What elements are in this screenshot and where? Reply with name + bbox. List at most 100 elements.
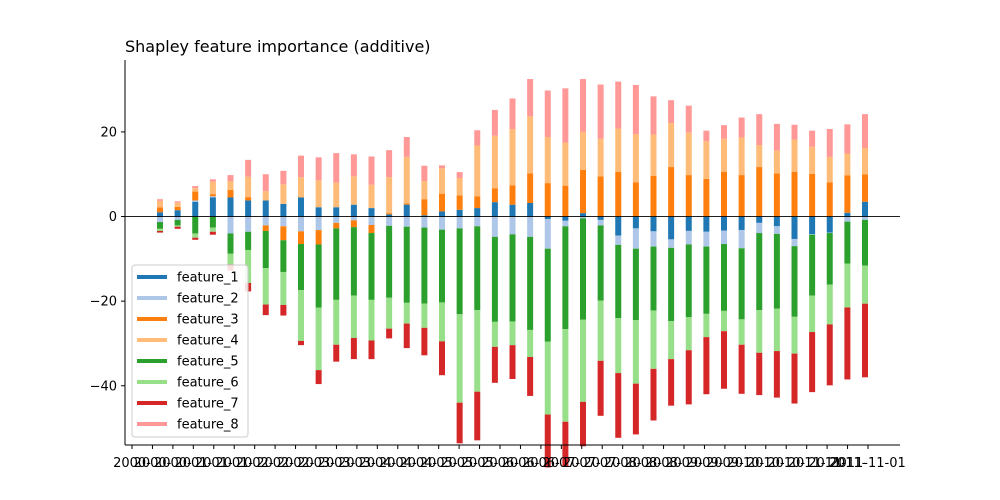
x-tick-label: 2008-: [624, 456, 662, 471]
x-tick-label: 2011-: [808, 456, 846, 471]
bar-feature_6-22: [544, 341, 551, 415]
bar-feature_2-3: [209, 196, 216, 198]
x-tick-label: 2000-: [113, 456, 151, 471]
bar-feature_7-6: [262, 304, 269, 316]
bar-feature_2-39: [844, 216, 851, 222]
bar-feature_3-17: [456, 195, 463, 210]
x-tick-label: 2002-: [256, 456, 294, 471]
x-tick-label: 2009-: [665, 456, 703, 471]
x-tick-label: 2011-: [788, 456, 826, 471]
x-tick-label: 2007-: [583, 456, 621, 471]
bar-feature_4-22: [544, 137, 551, 184]
legend-label-feature_5: feature_5: [177, 355, 239, 370]
x-tick-label: 2008-: [604, 456, 642, 471]
bar-feature_7-29: [668, 359, 675, 406]
bar-feature_5-28: [650, 246, 657, 311]
bar-feature_1-3: [209, 197, 216, 217]
bar-feature_5-10: [333, 228, 340, 300]
bar-feature_5-6: [262, 230, 269, 269]
bar-feature_4-19: [491, 135, 498, 189]
legend-label-feature_6: feature_6: [177, 376, 239, 391]
bar-feature_2-26: [615, 235, 622, 245]
x-tick-label: 2011-: [829, 456, 867, 471]
bar-feature_2-14: [403, 216, 410, 227]
x-tick-label: 2008-: [645, 456, 683, 471]
x-tick-label: 2001-: [195, 456, 233, 471]
bar-feature_1-17: [456, 209, 463, 217]
bar-feature_3-30: [685, 175, 692, 217]
bar-feature_6-23: [562, 329, 569, 422]
bar-feature_6-8: [298, 290, 304, 341]
bar-feature_3-21: [527, 173, 534, 203]
bar-feature_8-19: [491, 109, 498, 136]
bar-feature_3-11: [350, 220, 357, 228]
bar-feature_1-27: [632, 216, 639, 229]
bar-feature_3-1: [174, 206, 181, 211]
bar-feature_5-13: [386, 225, 393, 298]
bar-feature_5-14: [403, 226, 410, 303]
bar-feature_5-4: [227, 233, 234, 254]
bar-feature_4-9: [315, 180, 322, 208]
bar-feature_6-33: [738, 319, 745, 345]
bar-feature_5-18: [474, 226, 481, 311]
bar-feature_2-40: [862, 216, 868, 220]
bar-feature_3-32: [721, 171, 727, 217]
bar-feature_3-40: [862, 174, 868, 202]
x-tick-label: 2003-: [338, 456, 376, 471]
bar-feature_5-32: [721, 244, 727, 311]
bar-feature_2-20: [509, 216, 516, 235]
bar-feature_4-39: [844, 153, 851, 176]
bar-feature_4-25: [597, 138, 604, 177]
bar-feature_2-36: [791, 238, 798, 247]
bar-feature_8-11: [350, 154, 357, 177]
bar-feature_6-36: [791, 316, 798, 354]
bar-feature_4-23: [562, 142, 569, 186]
bar-feature_7-38: [826, 324, 833, 386]
bar-feature_3-16: [439, 193, 445, 212]
bar-feature_2-18: [474, 216, 481, 227]
bar-feature_7-23: [562, 421, 569, 467]
bar-feature_6-40: [862, 265, 868, 304]
bar-feature_5-35: [773, 233, 780, 309]
bar-feature_5-21: [527, 236, 534, 330]
bar-feature_2-31: [703, 231, 710, 247]
bar-feature_7-30: [685, 350, 692, 405]
bar-feature_8-33: [738, 117, 745, 138]
bar-feature_3-5: [245, 197, 252, 201]
bar-feature_2-2: [192, 200, 199, 202]
bar-feature_3-6: [262, 225, 269, 231]
bar-feature_6-10: [333, 299, 340, 345]
bar-feature_1-12: [368, 208, 375, 217]
bar-feature_4-6: [262, 191, 269, 201]
bar-feature_8-31: [703, 130, 710, 142]
bar-feature_5-19: [491, 236, 498, 322]
bar-feature_2-19: [491, 216, 498, 237]
x-tick-label: 2006-: [481, 456, 519, 471]
bar-feature_4-12: [368, 184, 375, 209]
bar-feature_2-27: [632, 228, 639, 249]
bar-feature_4-1: [174, 202, 181, 207]
bar-feature_6-27: [632, 320, 639, 384]
bar-feature_1-30: [685, 216, 692, 231]
x-tick-label: 2007-: [542, 456, 580, 471]
bar-feature_1-33: [738, 216, 745, 231]
bar-feature_3-25: [597, 176, 604, 217]
bar-feature_3-4: [227, 189, 234, 198]
bar-feature_4-33: [738, 137, 745, 176]
bar-feature_1-40: [862, 201, 868, 217]
bar-feature_5-8: [298, 244, 304, 291]
bar-feature_4-34: [756, 145, 763, 168]
bar-feature_1-34: [756, 216, 763, 223]
bar-feature_7-25: [597, 360, 604, 416]
bar-feature_1-1: [174, 210, 181, 217]
bar-feature_5-11: [350, 227, 357, 296]
bar-feature_6-3: [209, 227, 216, 232]
bar-feature_7-32: [721, 331, 727, 389]
bar-feature_6-29: [668, 321, 675, 360]
legend-label-feature_4: feature_4: [177, 334, 239, 349]
bar-feature_8-18: [474, 130, 481, 146]
bar-feature_3-13: [386, 213, 393, 215]
bar-feature_5-36: [791, 246, 798, 317]
bar-feature_5-9: [315, 244, 322, 308]
bar-feature_1-7: [280, 203, 287, 217]
